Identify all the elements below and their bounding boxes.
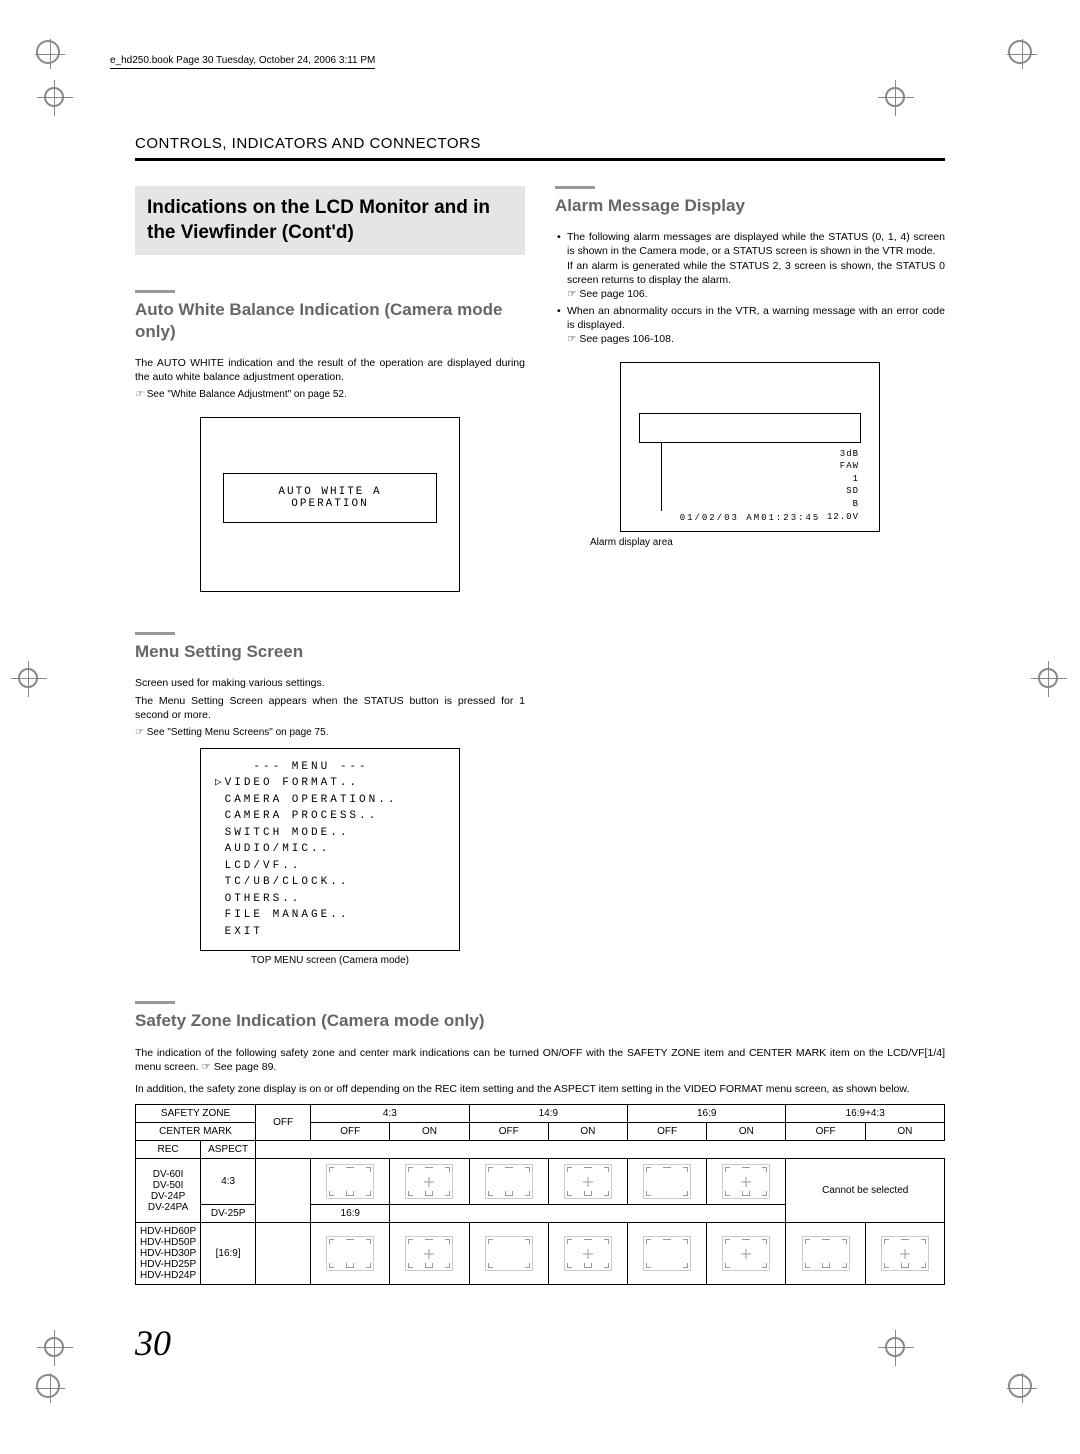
auto-white-body: The AUTO WHITE indication and the result… xyxy=(135,356,525,384)
p2-169-on xyxy=(722,1236,770,1271)
alarm-b2: When an abnormality occurs in the VTR, a… xyxy=(567,305,945,331)
alarm-bottom: 01/02/03 AM01:23:45 xyxy=(621,513,879,523)
rec-group2: HDV-HD60P HDV-HD50P HDV-HD30P HDV-HD25P … xyxy=(136,1223,201,1285)
preview-169-off xyxy=(643,1164,691,1199)
menu-ref: ☞ See "Setting Menu Screens" on page 75. xyxy=(135,726,525,740)
auto-white-l2: OPERATION xyxy=(291,498,368,510)
alarm-b1b: If an alarm is generated while the STATU… xyxy=(567,260,945,286)
safety-table: SAFETY ZONE OFF 4:3 14:9 16:9 16:9+4:3 C… xyxy=(135,1104,945,1285)
aspect-169: 16:9 xyxy=(311,1205,390,1223)
menu-body1: Screen used for making various settings. xyxy=(135,676,525,690)
menu-caption: TOP MENU screen (Camera mode) xyxy=(135,955,525,966)
p2-43-off xyxy=(326,1236,374,1271)
preview-43-off xyxy=(326,1164,374,1199)
preview-149-on xyxy=(564,1164,612,1199)
menu-body2: The Menu Setting Screen appears when the… xyxy=(135,694,525,722)
auto-white-ref: ☞ See "White Balance Adjustment" on page… xyxy=(135,388,525,402)
auto-white-screen: AUTO WHITE A OPERATION xyxy=(200,417,460,592)
auto-white-heading: Auto White Balance Indication (Camera mo… xyxy=(135,299,525,342)
th-16943-on: ON xyxy=(865,1123,944,1141)
p2-16943-off xyxy=(802,1236,850,1271)
th-16943: 16:9+4:3 xyxy=(786,1105,945,1123)
th-149: 14:9 xyxy=(469,1105,627,1123)
th-149-on: ON xyxy=(548,1123,627,1141)
main-heading: Indications on the LCD Monitor and in th… xyxy=(135,186,525,255)
preview-149-off xyxy=(485,1164,533,1199)
th-rec: REC xyxy=(136,1141,201,1159)
section-title: CONTROLS, INDICATORS AND CONNECTORS xyxy=(135,135,945,152)
aspect-43: 4:3 xyxy=(201,1159,256,1205)
safety-body2: In addition, the safety zone display is … xyxy=(135,1082,945,1096)
rec-group1: DV-60I DV-50I DV-24P DV-24PA xyxy=(136,1159,201,1223)
alarm-b2ref: ☞ See pages 106-108. xyxy=(567,333,674,345)
th-43-off: OFF xyxy=(311,1123,390,1141)
th-169-on: ON xyxy=(707,1123,786,1141)
p2-169-off xyxy=(643,1236,691,1271)
p2-149-on xyxy=(564,1236,612,1271)
th-16943-off: OFF xyxy=(786,1123,865,1141)
aspect-169b: [16:9] xyxy=(201,1223,256,1285)
th-center-mark: CENTER MARK xyxy=(136,1123,256,1141)
p2-149-off xyxy=(485,1236,533,1271)
th-149-off: OFF xyxy=(469,1123,548,1141)
auto-white-l1: AUTO WHITE A xyxy=(278,486,381,498)
menu-heading: Menu Setting Screen xyxy=(135,641,525,662)
right-column: Alarm Message Display The following alar… xyxy=(555,186,945,991)
p2-16943-on xyxy=(881,1236,929,1271)
left-column: Indications on the LCD Monitor and in th… xyxy=(135,186,525,991)
p2-43-on xyxy=(405,1236,453,1271)
preview-43-on xyxy=(405,1164,453,1199)
alarm-b1: The following alarm messages are display… xyxy=(567,231,945,257)
th-43: 4:3 xyxy=(311,1105,469,1123)
th-169: 16:9 xyxy=(628,1105,786,1123)
title-rule xyxy=(135,158,945,161)
safety-body1: The indication of the following safety z… xyxy=(135,1046,945,1074)
alarm-bullets: The following alarm messages are display… xyxy=(555,230,945,346)
page-header: e_hd250.book Page 30 Tuesday, October 24… xyxy=(110,55,375,69)
th-aspect: ASPECT xyxy=(201,1141,256,1159)
preview-169-on xyxy=(722,1164,770,1199)
menu-screen: --- MENU --- ▷VIDEO FORMAT.. CAMERA OPER… xyxy=(200,748,460,952)
alarm-screen: 3dB FAW 1 SD B 12.0V 01/02/03 AM01:23:45 xyxy=(620,362,880,532)
alarm-caption: Alarm display area xyxy=(590,537,945,548)
rec-dv25p: DV-25P xyxy=(201,1205,256,1223)
alarm-b1ref: ☞ See page 106. xyxy=(567,288,648,300)
th-43-on: ON xyxy=(390,1123,469,1141)
th-169-off: OFF xyxy=(628,1123,707,1141)
alarm-heading: Alarm Message Display xyxy=(555,195,945,216)
th-off: OFF xyxy=(256,1105,311,1141)
safety-heading: Safety Zone Indication (Camera mode only… xyxy=(135,1010,945,1031)
page-number: 30 xyxy=(135,1322,171,1364)
th-safety-zone: SAFETY ZONE xyxy=(136,1105,256,1123)
safety-section: Safety Zone Indication (Camera mode only… xyxy=(135,1001,945,1285)
